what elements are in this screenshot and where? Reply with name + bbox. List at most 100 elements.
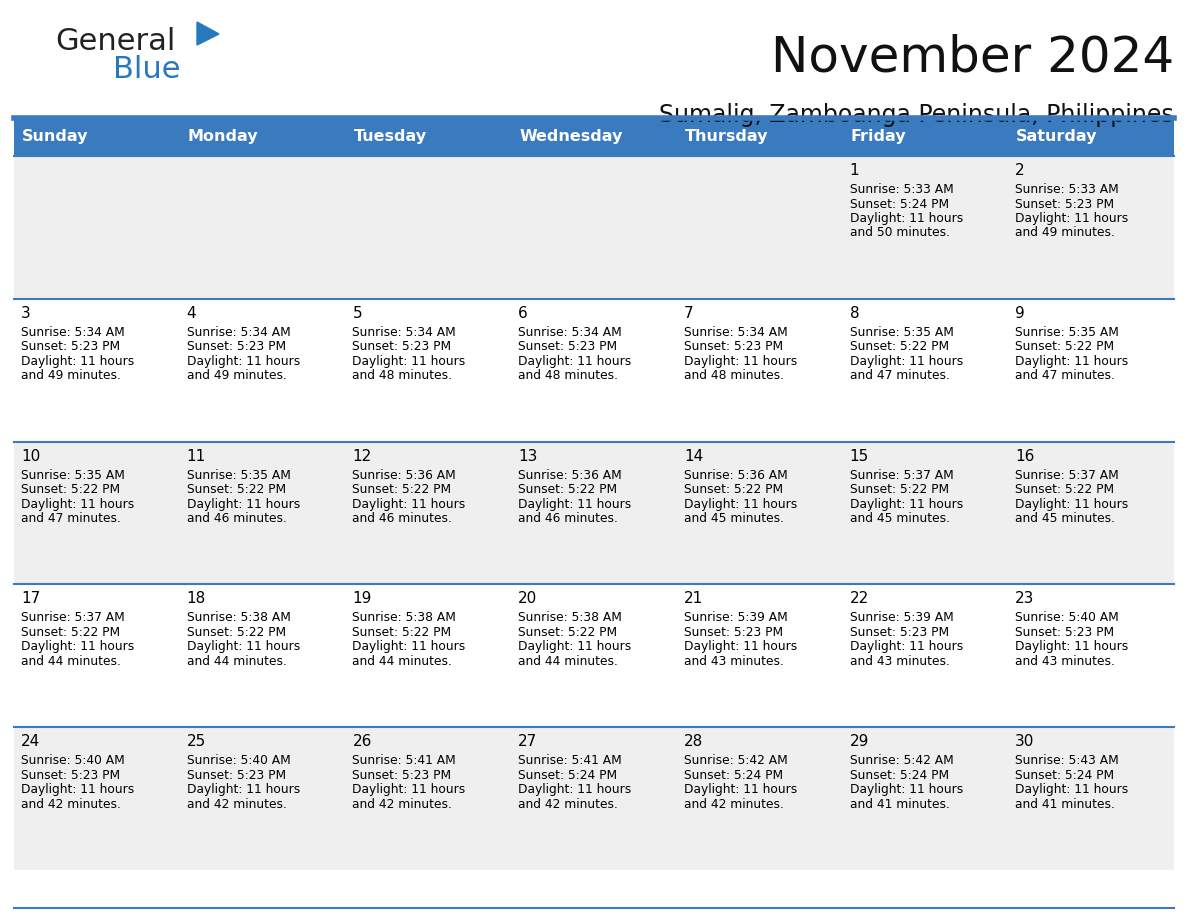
- Text: Daylight: 11 hours: Daylight: 11 hours: [518, 641, 631, 654]
- Text: 24: 24: [21, 734, 40, 749]
- Text: Daylight: 11 hours: Daylight: 11 hours: [353, 354, 466, 368]
- Text: and 47 minutes.: and 47 minutes.: [849, 369, 949, 382]
- Text: 10: 10: [21, 449, 40, 464]
- Text: and 46 minutes.: and 46 minutes.: [518, 512, 618, 525]
- Text: 28: 28: [684, 734, 703, 749]
- Text: Sunset: 5:22 PM: Sunset: 5:22 PM: [21, 626, 120, 639]
- Bar: [346, 118, 511, 156]
- Text: and 48 minutes.: and 48 minutes.: [518, 369, 618, 382]
- Text: Sunrise: 5:35 AM: Sunrise: 5:35 AM: [187, 468, 291, 482]
- Text: Sunrise: 5:34 AM: Sunrise: 5:34 AM: [21, 326, 125, 339]
- Text: Sunrise: 5:35 AM: Sunrise: 5:35 AM: [21, 468, 125, 482]
- Text: and 47 minutes.: and 47 minutes.: [21, 512, 121, 525]
- Text: Sunset: 5:22 PM: Sunset: 5:22 PM: [684, 483, 783, 496]
- Text: Sunset: 5:23 PM: Sunset: 5:23 PM: [684, 626, 783, 639]
- Text: and 44 minutes.: and 44 minutes.: [518, 655, 618, 668]
- Text: and 48 minutes.: and 48 minutes.: [353, 369, 453, 382]
- Text: Sunset: 5:24 PM: Sunset: 5:24 PM: [849, 768, 949, 782]
- Text: Sunset: 5:22 PM: Sunset: 5:22 PM: [1016, 341, 1114, 353]
- Text: and 49 minutes.: and 49 minutes.: [187, 369, 286, 382]
- Text: and 42 minutes.: and 42 minutes.: [187, 798, 286, 811]
- Bar: [14, 727, 1174, 870]
- Text: and 50 minutes.: and 50 minutes.: [849, 227, 949, 240]
- Text: Sunset: 5:22 PM: Sunset: 5:22 PM: [849, 341, 949, 353]
- Text: and 44 minutes.: and 44 minutes.: [187, 655, 286, 668]
- Text: Sunset: 5:23 PM: Sunset: 5:23 PM: [187, 341, 286, 353]
- Text: 4: 4: [187, 306, 196, 320]
- Text: Sunset: 5:22 PM: Sunset: 5:22 PM: [187, 626, 286, 639]
- Bar: [14, 298, 1174, 442]
- Text: Daylight: 11 hours: Daylight: 11 hours: [1016, 354, 1129, 368]
- Text: and 42 minutes.: and 42 minutes.: [21, 798, 121, 811]
- Text: Daylight: 11 hours: Daylight: 11 hours: [353, 783, 466, 796]
- Text: and 44 minutes.: and 44 minutes.: [353, 655, 453, 668]
- Text: Daylight: 11 hours: Daylight: 11 hours: [684, 498, 797, 510]
- Text: Daylight: 11 hours: Daylight: 11 hours: [187, 498, 299, 510]
- Text: Sunset: 5:22 PM: Sunset: 5:22 PM: [849, 483, 949, 496]
- Text: 3: 3: [21, 306, 31, 320]
- Text: and 45 minutes.: and 45 minutes.: [684, 512, 784, 525]
- Bar: [14, 442, 1174, 585]
- Text: Sunset: 5:23 PM: Sunset: 5:23 PM: [21, 768, 120, 782]
- Text: and 45 minutes.: and 45 minutes.: [1016, 512, 1116, 525]
- Text: and 49 minutes.: and 49 minutes.: [21, 369, 121, 382]
- Text: Sunrise: 5:33 AM: Sunrise: 5:33 AM: [849, 183, 953, 196]
- Text: 13: 13: [518, 449, 537, 464]
- Text: Sunset: 5:23 PM: Sunset: 5:23 PM: [353, 768, 451, 782]
- Text: Friday: Friday: [851, 129, 906, 144]
- Text: Sunset: 5:22 PM: Sunset: 5:22 PM: [187, 483, 286, 496]
- Text: 14: 14: [684, 449, 703, 464]
- Text: and 43 minutes.: and 43 minutes.: [849, 655, 949, 668]
- Bar: [179, 118, 346, 156]
- Text: and 42 minutes.: and 42 minutes.: [518, 798, 618, 811]
- Text: and 47 minutes.: and 47 minutes.: [1016, 369, 1116, 382]
- Text: 9: 9: [1016, 306, 1025, 320]
- Text: Tuesday: Tuesday: [353, 129, 426, 144]
- Text: Sunrise: 5:34 AM: Sunrise: 5:34 AM: [353, 326, 456, 339]
- Text: Sunrise: 5:34 AM: Sunrise: 5:34 AM: [187, 326, 290, 339]
- Text: 21: 21: [684, 591, 703, 607]
- Bar: [511, 118, 677, 156]
- Text: Daylight: 11 hours: Daylight: 11 hours: [21, 641, 134, 654]
- Text: Sunset: 5:24 PM: Sunset: 5:24 PM: [1016, 768, 1114, 782]
- Text: and 41 minutes.: and 41 minutes.: [1016, 798, 1116, 811]
- Text: 20: 20: [518, 591, 537, 607]
- Text: and 49 minutes.: and 49 minutes.: [1016, 227, 1116, 240]
- Text: Sunset: 5:23 PM: Sunset: 5:23 PM: [21, 341, 120, 353]
- Text: Sunrise: 5:35 AM: Sunrise: 5:35 AM: [1016, 326, 1119, 339]
- Text: Sunrise: 5:37 AM: Sunrise: 5:37 AM: [1016, 468, 1119, 482]
- Text: Sunrise: 5:36 AM: Sunrise: 5:36 AM: [518, 468, 621, 482]
- Text: 17: 17: [21, 591, 40, 607]
- Text: Sunset: 5:22 PM: Sunset: 5:22 PM: [518, 626, 618, 639]
- Text: Daylight: 11 hours: Daylight: 11 hours: [684, 641, 797, 654]
- Text: Sunrise: 5:36 AM: Sunrise: 5:36 AM: [353, 468, 456, 482]
- Text: Daylight: 11 hours: Daylight: 11 hours: [684, 354, 797, 368]
- Text: Sunrise: 5:40 AM: Sunrise: 5:40 AM: [187, 755, 290, 767]
- Text: and 42 minutes.: and 42 minutes.: [684, 798, 784, 811]
- Text: Sunrise: 5:43 AM: Sunrise: 5:43 AM: [1016, 755, 1119, 767]
- Bar: [14, 156, 1174, 298]
- Text: and 48 minutes.: and 48 minutes.: [684, 369, 784, 382]
- Text: Daylight: 11 hours: Daylight: 11 hours: [21, 498, 134, 510]
- Text: Blue: Blue: [113, 55, 181, 84]
- Text: Daylight: 11 hours: Daylight: 11 hours: [518, 498, 631, 510]
- Text: 2: 2: [1016, 163, 1025, 178]
- Text: Sunset: 5:23 PM: Sunset: 5:23 PM: [1016, 197, 1114, 210]
- Text: 15: 15: [849, 449, 868, 464]
- Text: Sunrise: 5:39 AM: Sunrise: 5:39 AM: [684, 611, 788, 624]
- Text: Sunrise: 5:38 AM: Sunrise: 5:38 AM: [518, 611, 623, 624]
- Text: Sunset: 5:22 PM: Sunset: 5:22 PM: [353, 483, 451, 496]
- Text: November 2024: November 2024: [771, 34, 1174, 82]
- Text: Daylight: 11 hours: Daylight: 11 hours: [353, 641, 466, 654]
- Text: Sunrise: 5:38 AM: Sunrise: 5:38 AM: [187, 611, 291, 624]
- Text: 6: 6: [518, 306, 527, 320]
- Text: and 43 minutes.: and 43 minutes.: [1016, 655, 1116, 668]
- Text: Sunset: 5:23 PM: Sunset: 5:23 PM: [849, 626, 949, 639]
- Text: Daylight: 11 hours: Daylight: 11 hours: [21, 783, 134, 796]
- Text: 19: 19: [353, 591, 372, 607]
- Text: 7: 7: [684, 306, 694, 320]
- Text: 29: 29: [849, 734, 868, 749]
- Text: 5: 5: [353, 306, 362, 320]
- Text: 18: 18: [187, 591, 206, 607]
- Text: Daylight: 11 hours: Daylight: 11 hours: [353, 498, 466, 510]
